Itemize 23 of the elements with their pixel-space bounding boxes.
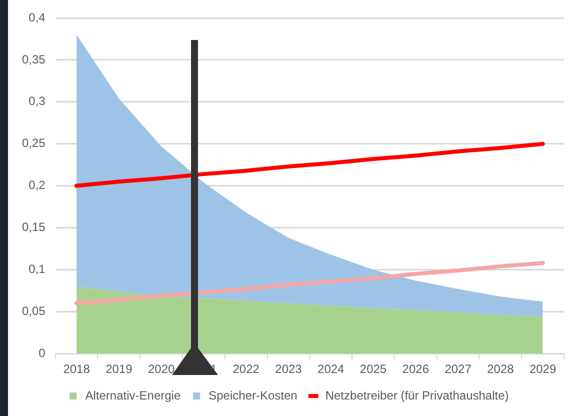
x-tick-label: 2025 xyxy=(360,362,387,376)
x-tick-label: 2019 xyxy=(106,362,133,376)
x-tick-label: 2029 xyxy=(529,362,556,376)
y-tick-label: 0 xyxy=(38,346,46,360)
y-tick-label: 0,4 xyxy=(28,10,46,24)
x-tick-label: 2018 xyxy=(63,362,90,376)
x-tick-label: 2020 xyxy=(148,362,175,376)
y-tick-label: 0,35 xyxy=(22,52,46,66)
legend-label: Speicher-Kosten xyxy=(208,388,298,402)
legend-label: Netzbetreiber (für Privathaushalte) xyxy=(325,388,509,402)
y-tick-label: 0,15 xyxy=(22,220,46,234)
x-tick-label: 2022 xyxy=(232,362,260,376)
x-tick-label: 2024 xyxy=(318,362,345,376)
y-tick-label: 0,1 xyxy=(28,262,46,276)
y-tick-label: 0,05 xyxy=(22,304,46,318)
x-tick-label: 2028 xyxy=(487,362,514,376)
x-tick-label: 2026 xyxy=(402,362,430,376)
x-tick-label: 2023 xyxy=(275,362,302,376)
y-tick-label: 0,2 xyxy=(28,178,46,192)
x-tick-label: 2027 xyxy=(444,362,472,376)
y-tick-label: 0,3 xyxy=(28,94,46,108)
y-tick-label: 0,25 xyxy=(22,136,46,150)
legend-label: Alternativ-Energie xyxy=(85,388,181,402)
